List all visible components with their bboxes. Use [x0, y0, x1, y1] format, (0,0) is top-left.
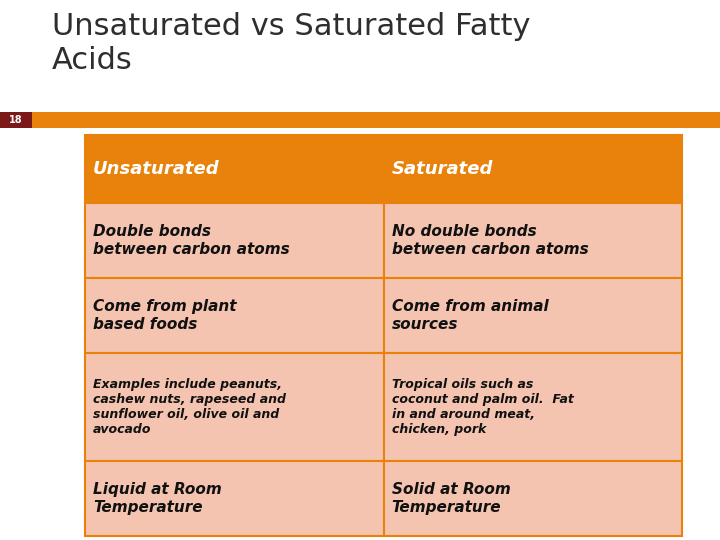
Text: Double bonds
between carbon atoms: Double bonds between carbon atoms — [93, 224, 289, 256]
Bar — [384, 203, 682, 278]
Bar — [384, 278, 682, 353]
Text: Come from animal
sources: Come from animal sources — [392, 299, 548, 332]
Text: No double bonds
between carbon atoms: No double bonds between carbon atoms — [392, 224, 588, 256]
Bar — [85, 353, 384, 461]
Text: Unsaturated: Unsaturated — [93, 160, 220, 178]
Bar — [384, 461, 682, 536]
Bar — [384, 353, 682, 461]
Text: 18: 18 — [9, 115, 23, 125]
Bar — [85, 203, 384, 278]
Text: Liquid at Room
Temperature: Liquid at Room Temperature — [93, 482, 222, 515]
Text: Examples include peanuts,
cashew nuts, rapeseed and
sunflower oil, olive oil and: Examples include peanuts, cashew nuts, r… — [93, 378, 286, 436]
Bar — [85, 135, 384, 203]
Bar — [85, 278, 384, 353]
Bar — [0, 112, 32, 128]
Bar — [32, 112, 720, 128]
Text: Unsaturated vs Saturated Fatty: Unsaturated vs Saturated Fatty — [52, 12, 531, 41]
Bar — [85, 461, 384, 536]
Bar — [384, 135, 682, 203]
Text: Tropical oils such as
coconut and palm oil.  Fat
in and around meat,
chicken, po: Tropical oils such as coconut and palm o… — [392, 378, 573, 436]
Text: Acids: Acids — [52, 46, 132, 75]
Text: Saturated: Saturated — [392, 160, 493, 178]
Text: Solid at Room
Temperature: Solid at Room Temperature — [392, 482, 510, 515]
Text: Come from plant
based foods: Come from plant based foods — [93, 299, 236, 332]
